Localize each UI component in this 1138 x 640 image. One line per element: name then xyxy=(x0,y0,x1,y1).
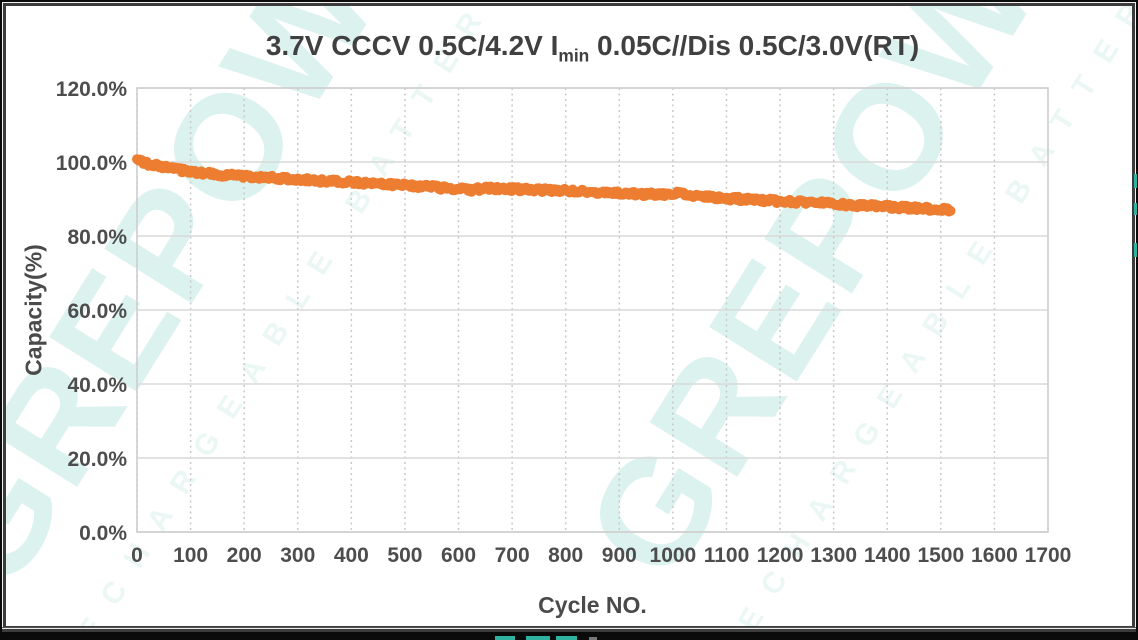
x-tick-label: 200 xyxy=(227,544,262,567)
x-tick-label: 1300 xyxy=(810,544,857,567)
edge-logo-fragment xyxy=(1134,243,1137,257)
x-tick-label: 1100 xyxy=(704,544,750,567)
x-tick-label: 100 xyxy=(173,544,208,567)
x-tick-label: 400 xyxy=(334,544,369,567)
plot-frame xyxy=(136,87,1049,533)
x-tick-label: 1000 xyxy=(650,544,697,567)
x-tick-label: 500 xyxy=(387,544,422,567)
grepow-logo-fragment xyxy=(556,636,577,640)
y-axis-title: Capacity(%) xyxy=(20,244,47,376)
logo-fragment-gray xyxy=(589,637,597,640)
x-tick-label: 0 xyxy=(131,544,143,567)
grepow-logo-fragment xyxy=(526,636,550,640)
x-tick-label: 1700 xyxy=(1025,544,1072,567)
x-tick-label: 1400 xyxy=(864,544,911,567)
x-tick-label: 1600 xyxy=(971,544,1018,567)
edge-logo-fragment xyxy=(1134,174,1137,188)
x-tick-label: 300 xyxy=(280,544,315,567)
x-tick-label: 700 xyxy=(495,544,530,567)
y-tick-label: 80.0% xyxy=(67,226,127,249)
x-tick-label: 1200 xyxy=(757,544,804,567)
y-tick-label: 120.0% xyxy=(56,78,128,101)
chart-title-subscript: min xyxy=(558,45,590,66)
y-tick-label: 40.0% xyxy=(67,374,127,397)
edge-logo-fragment xyxy=(1134,203,1137,215)
x-tick-labels: 0 100 200 300 400 500 600 700 800 900 1000 1100 1200… xyxy=(131,544,1071,567)
x-tick-label: 1500 xyxy=(917,544,964,567)
x-tick-label: 600 xyxy=(441,544,476,567)
chart-title-pre: 3.7V CCCV 0.5C/4.2V I xyxy=(265,30,559,61)
x-tick-label: 900 xyxy=(602,544,637,567)
y-tick-labels: 120.0% 100.0% 80.0% 60.0% 40.0% 20.0% 0.0% xyxy=(56,78,128,545)
x-axis-title: Cycle NO. xyxy=(538,592,647,618)
y-tick-label: 60.0% xyxy=(67,300,127,323)
bottom-frame-strip xyxy=(2,627,1136,638)
grepow-logo-fragment xyxy=(495,636,515,640)
capacity-series xyxy=(132,154,956,217)
y-tick-label: 0.0% xyxy=(79,522,127,545)
chart-canvas: GREPOW RECHARGEABLE BATTERY GREPOW RECHA… xyxy=(6,6,1132,626)
chart-title-post: 0.05C//Dis 0.5C/3.0V(RT) xyxy=(589,30,920,61)
x-tick-label: 800 xyxy=(548,544,583,567)
chart-title: 3.7V CCCV 0.5C/4.2V Imin 0.05C//Dis 0.5C… xyxy=(137,30,1048,67)
gridlines xyxy=(136,87,1049,533)
y-tick-label: 20.0% xyxy=(67,448,127,471)
y-tick-label: 100.0% xyxy=(56,152,128,175)
